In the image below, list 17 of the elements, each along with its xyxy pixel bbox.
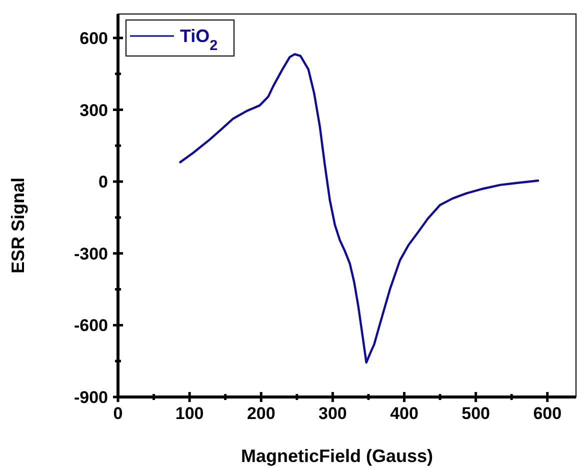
x-tick-label: 400	[390, 404, 418, 423]
x-tick-label: 100	[175, 404, 204, 423]
y-tick-label: 300	[80, 100, 108, 120]
y-tick-label: -300	[74, 244, 108, 264]
x-tick-label: 200	[246, 404, 276, 423]
x-tick-label: 0	[113, 404, 123, 423]
line-series	[179, 53, 540, 364]
y-tick-label: -900	[74, 388, 108, 407]
y-tick-label: 0	[98, 172, 108, 192]
y-tick-label: -600	[74, 316, 108, 336]
x-tick-label: 500	[462, 404, 490, 423]
y-axis-title: ESR Signal	[8, 177, 28, 274]
x-tick-label: 600	[533, 404, 562, 423]
y-tick-label: 600	[80, 28, 108, 48]
x-axis-title: MagneticField (Gauss)	[240, 446, 434, 466]
legend-label: TiO$_{2}$	[180, 26, 218, 54]
x-tick-label: 300	[318, 404, 347, 423]
